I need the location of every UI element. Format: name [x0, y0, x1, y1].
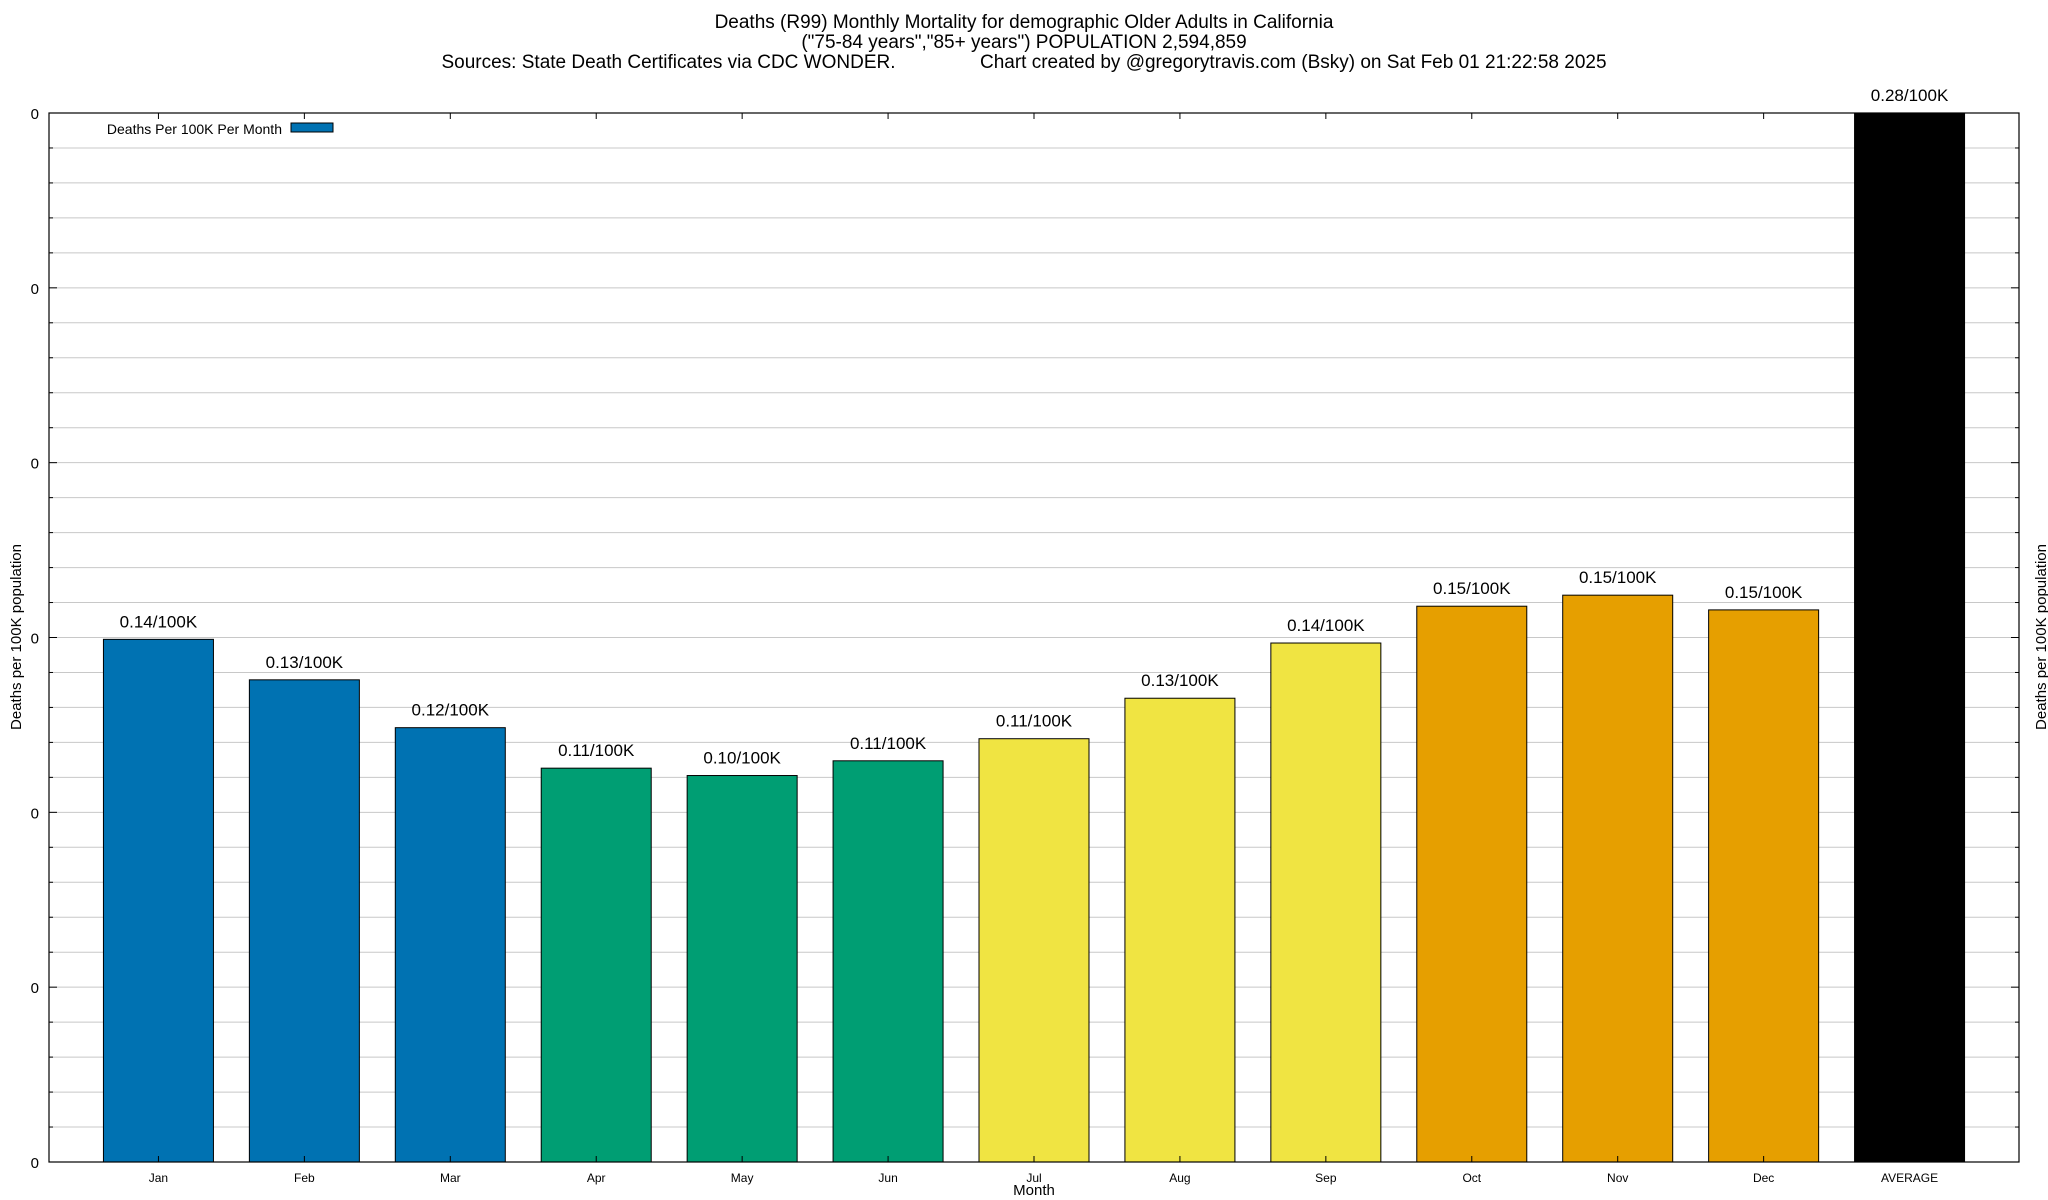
x-tick-label: Sep [1315, 1171, 1337, 1185]
value-labels: 0.14/100K 0.13/100K 0.12/100K 0.11/100K 0.10… [120, 86, 1949, 768]
value-label-mar: 0.12/100K [412, 701, 490, 720]
bar-dec [1708, 609, 1820, 1163]
value-label-jan: 0.14/100K [120, 612, 198, 631]
chart-title-line-3: Sources: State Death Certificates via CD… [441, 52, 1607, 73]
bar-aug [1124, 697, 1236, 1163]
x-tick-label: May [731, 1171, 754, 1185]
y-tick-label: 0 [31, 106, 39, 123]
value-label-sep: 0.14/100K [1287, 616, 1365, 635]
y-tick-label: 0 [31, 456, 39, 473]
value-label-feb: 0.13/100K [266, 653, 344, 672]
value-label-may: 0.10/100K [703, 749, 781, 768]
bars [102, 112, 1966, 1163]
x-ticks: Jan Feb Mar Apr May Jun Jul Aug Sep Oct Nov Dec AVER… [149, 113, 1938, 1185]
bar-apr [540, 767, 652, 1163]
bar-jul [978, 738, 1090, 1163]
bar-nov [1562, 594, 1674, 1163]
value-label-aug: 0.13/100K [1141, 671, 1219, 690]
x-tick-label: Apr [587, 1171, 606, 1185]
y-tick-label: 0 [31, 281, 39, 298]
value-label-average: 0.28/100K [1871, 86, 1949, 105]
y-tick-label: 0 [31, 980, 39, 997]
value-label-nov: 0.15/100K [1579, 568, 1657, 587]
bar-average [1854, 112, 1966, 1163]
x-tick-label: Feb [294, 1171, 315, 1185]
y-ticks: 0 0 0 0 0 0 0 [31, 106, 2019, 1172]
value-label-jul: 0.11/100K [996, 712, 1073, 731]
x-tick-label: Dec [1753, 1171, 1774, 1185]
x-tick-label: AVERAGE [1881, 1171, 1938, 1185]
chart-title-line-1: Deaths (R99) Monthly Mortality for demog… [714, 12, 1334, 33]
bar-may [686, 775, 798, 1163]
legend-swatch [290, 122, 334, 133]
legend-label: Deaths Per 100K Per Month [107, 121, 282, 137]
y-tick-label: 0 [31, 1155, 39, 1172]
x-tick-label: Jul [1026, 1171, 1041, 1185]
bar-jan [102, 638, 214, 1163]
x-tick-label: Aug [1169, 1171, 1190, 1185]
chart-title-line-2: ("75-84 years","85+ years") POPULATION 2… [801, 32, 1247, 53]
x-tick-label: Oct [1462, 1171, 1481, 1185]
value-label-oct: 0.15/100K [1433, 579, 1511, 598]
y-axis-label: Deaths per 100K population [8, 544, 25, 730]
x-tick-label: Jun [878, 1171, 897, 1185]
grid-lines [49, 147, 2019, 1128]
legend: Deaths Per 100K Per Month [107, 121, 334, 137]
chart-title: Deaths (R99) Monthly Mortality for demog… [0, 0, 2048, 80]
bar-feb [248, 679, 360, 1163]
bar-jun [832, 760, 944, 1163]
x-tick-label: Nov [1607, 1171, 1628, 1185]
y-tick-label: 0 [31, 805, 39, 822]
bar-sep [1270, 642, 1382, 1163]
value-label-dec: 0.15/100K [1725, 583, 1803, 602]
y-axis-label-right: Deaths per 100K population [2033, 544, 2048, 730]
x-tick-label: Jan [149, 1171, 168, 1185]
value-label-apr: 0.11/100K [558, 741, 635, 760]
bar-oct [1416, 605, 1528, 1163]
y-tick-label: 0 [31, 631, 39, 648]
bar-mar [394, 727, 506, 1163]
x-tick-label: Mar [440, 1171, 461, 1185]
value-label-jun: 0.11/100K [850, 734, 927, 753]
x-axis-label: Month [1013, 1182, 1055, 1199]
